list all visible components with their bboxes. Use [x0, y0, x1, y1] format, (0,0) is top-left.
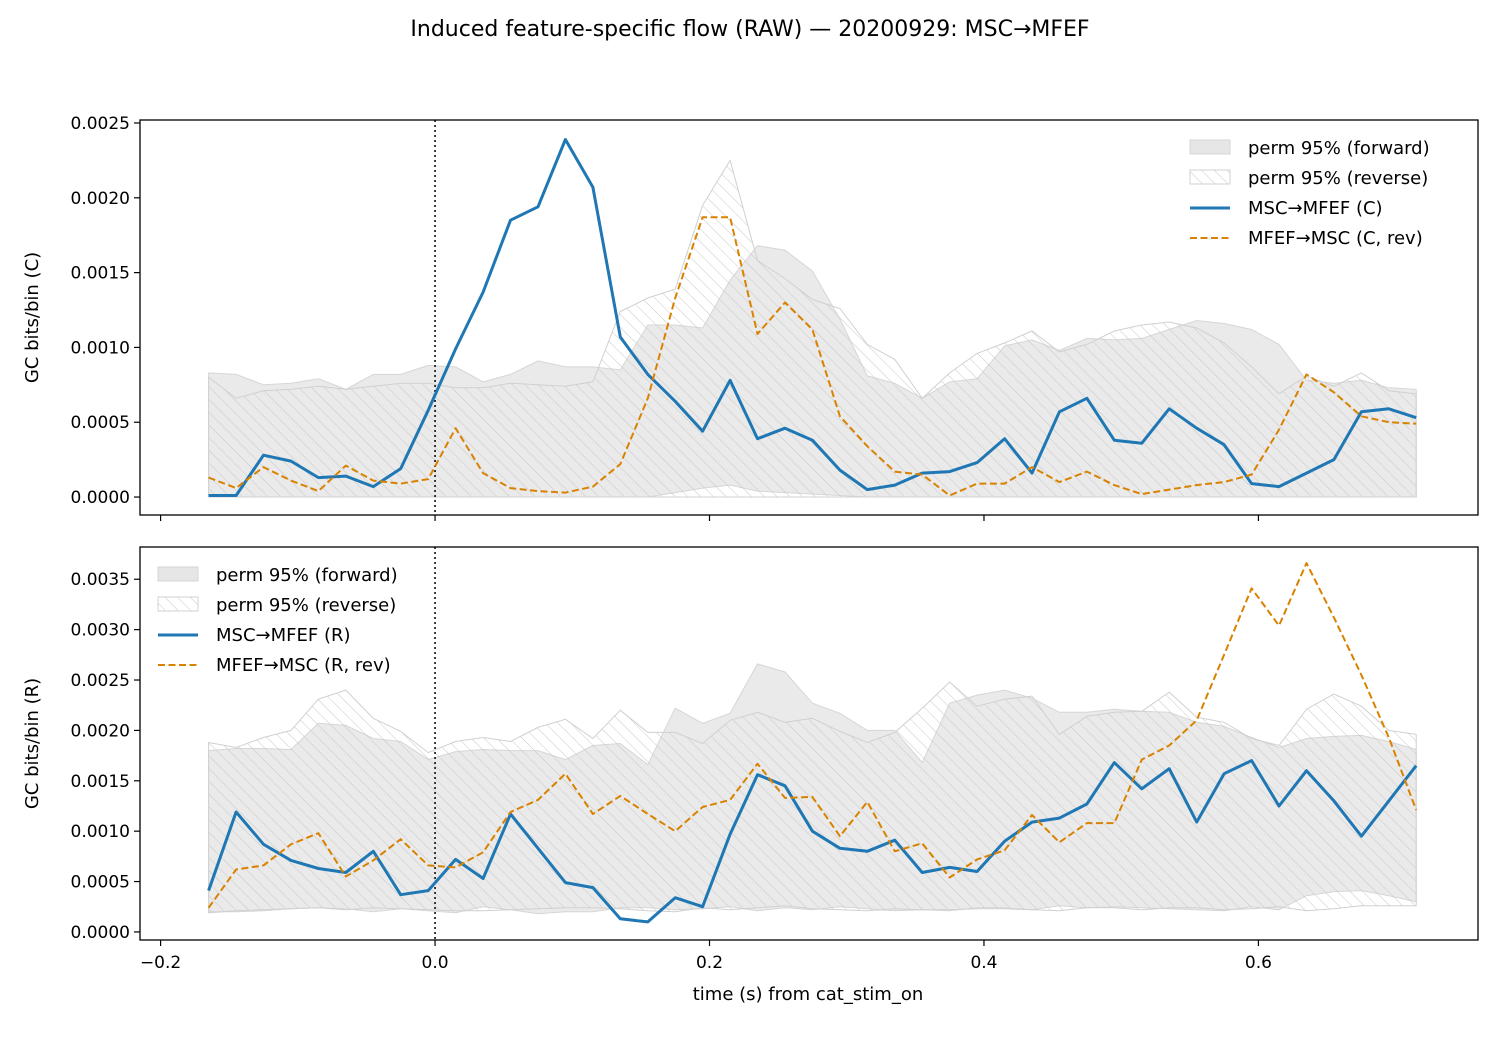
y-tick-label-0-5: 0.0025 — [71, 114, 130, 134]
y-tick-label-1-6: 0.0030 — [71, 621, 130, 641]
legend-label-1: perm 95% (reverse) — [216, 595, 396, 616]
y-axis-label-0: GC bits/bin (C) — [22, 252, 43, 383]
series-forward-line-1 — [207, 759, 1418, 924]
y-tick-label-1-0: 0.0000 — [71, 923, 130, 943]
panel-top-chart: 0.0000 0.0005 0.0010 0.0015 0.0020 0.0025 GC b… — [22, 114, 1479, 521]
legend-label-3: MFEF→MSC (C, rev) — [1248, 228, 1423, 249]
x-tick-label-1-1: 0.0 — [422, 953, 449, 973]
y-tick-label-0-4: 0.0020 — [71, 189, 130, 209]
y-tick-label-1-4: 0.0020 — [71, 721, 130, 741]
legend-label-0: perm 95% (forward) — [216, 565, 398, 586]
legend-swatch-reverse-band — [1189, 169, 1231, 185]
legend-label-2: MSC→MFEF (C) — [1248, 198, 1383, 219]
legend-swatch-forward-band — [157, 566, 199, 582]
legend-swatch-forward-band — [1189, 139, 1231, 155]
x-tick-label-1-4: 0.6 — [1245, 953, 1272, 973]
axes-frame-0 — [139, 119, 1479, 516]
legend-label-3: MFEF→MSC (R, rev) — [216, 655, 391, 676]
figure-title: Induced feature-specific flow (RAW) — 20… — [410, 17, 1090, 42]
series-forward-line-0 — [208, 138, 1417, 497]
legend-label-0: perm 95% (forward) — [1248, 138, 1430, 159]
legend-label-2: MSC→MFEF (R) — [216, 625, 351, 646]
x-axis-label: time (s) from cat_stim_on — [693, 984, 924, 1005]
y-tick-label-0-3: 0.0015 — [71, 264, 130, 284]
y-tick-label-1-1: 0.0005 — [71, 873, 130, 893]
legend-0: perm 95% (forward) perm 95% (reverse) MSC→… — [1189, 138, 1430, 249]
y-tick-label-1-7: 0.0035 — [71, 570, 130, 590]
x-tick-label-1-3: 0.4 — [970, 953, 997, 973]
series-reverse-line-1 — [207, 562, 1418, 909]
band-reverse-0 — [208, 159, 1417, 498]
legend-label-1: perm 95% (reverse) — [1248, 168, 1428, 189]
y-tick-label-1-3: 0.0015 — [71, 772, 130, 792]
x-tick-label-1-2: 0.2 — [696, 953, 723, 973]
axes-frame-1 — [139, 546, 1479, 941]
panel-bottom-chart: 0.00000.00050.00100.00150.00200.00250.00… — [22, 546, 1479, 973]
y-tick-label-1-2: 0.0010 — [71, 822, 130, 842]
y-tick-label-0-1: 0.0005 — [71, 413, 130, 433]
y-tick-label-1-5: 0.0025 — [71, 671, 130, 691]
legend-swatch-reverse-band — [157, 596, 199, 612]
y-tick-label-0-0: 0.0000 — [71, 488, 130, 508]
legend-1: perm 95% (forward) perm 95% (reverse) MSC→… — [157, 565, 398, 676]
x-tick-label-1-0: −0.2 — [140, 953, 181, 973]
y-tick-label-0-2: 0.0010 — [71, 338, 130, 358]
y-axis-label-1: GC bits/bin (R) — [22, 678, 43, 809]
